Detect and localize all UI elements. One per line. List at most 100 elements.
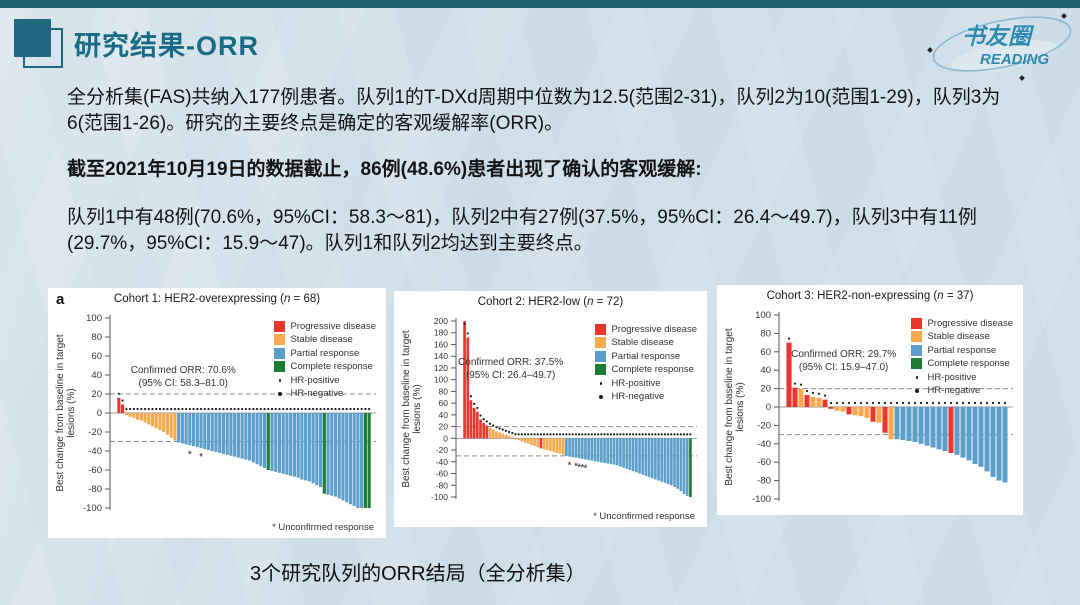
waterfall-bar bbox=[479, 419, 482, 439]
y-tick-label: -100 bbox=[431, 492, 448, 502]
waterfall-bar bbox=[504, 434, 508, 439]
waterfall-bar bbox=[482, 423, 486, 439]
hr-status-dot bbox=[799, 383, 803, 386]
y-tick-label: -40 bbox=[436, 457, 449, 467]
waterfall-bar bbox=[315, 413, 319, 486]
legend-item: Stable disease bbox=[595, 337, 697, 350]
hr-status-dot bbox=[482, 417, 485, 421]
hr-status-dot bbox=[173, 407, 176, 411]
hr-status-dot bbox=[823, 394, 827, 397]
legend-swatch-pr bbox=[911, 344, 923, 356]
hr-status-dot bbox=[949, 401, 953, 405]
unconfirmed-asterisk: * bbox=[574, 462, 578, 473]
hr-status-dot bbox=[233, 407, 236, 411]
hr-status-dot bbox=[877, 401, 881, 405]
hr-status-dot bbox=[147, 407, 150, 411]
cohort2-waterfall-chart: 200 180 160 140 120 100 80 60 40 20 0 -20 -40 -60 -80 -… bbox=[394, 291, 707, 527]
unconfirmed-asterisk: * bbox=[188, 449, 192, 460]
legend-swatch-pd bbox=[595, 323, 607, 335]
waterfall-bar bbox=[210, 413, 214, 451]
hr-status-dot bbox=[341, 407, 345, 411]
orr-annotation: Confirmed ORR: 29.7% (95% CI: 15.9–47.0) bbox=[791, 348, 896, 374]
waterfall-bar bbox=[319, 413, 323, 488]
waterfall-bar bbox=[650, 438, 654, 479]
y-tick-label: 0 bbox=[766, 402, 771, 413]
hr-status-dot bbox=[871, 401, 875, 405]
hr-status-dot bbox=[312, 407, 315, 411]
hr-status-dot bbox=[574, 433, 578, 436]
waterfall-bar bbox=[221, 413, 226, 454]
hr-status-dot bbox=[523, 433, 527, 436]
y-tick-label: 140 bbox=[434, 351, 448, 361]
hr-status-dot bbox=[495, 426, 498, 429]
hr-status-dot bbox=[278, 407, 281, 411]
waterfall-bar bbox=[876, 407, 882, 423]
waterfall-bar bbox=[514, 438, 517, 440]
unconfirmed-asterisk: * bbox=[580, 463, 584, 474]
hr-status-dot bbox=[185, 407, 188, 411]
legend-swatch-sd bbox=[911, 331, 923, 343]
hr-status-dot bbox=[979, 401, 983, 405]
y-tick-label: -60 bbox=[88, 465, 102, 476]
hr-status-dot bbox=[530, 433, 533, 436]
hr-status-dot bbox=[991, 401, 995, 405]
hr-status-dot bbox=[511, 432, 514, 435]
waterfall-bar bbox=[870, 407, 876, 422]
hr-status-dot bbox=[199, 407, 203, 411]
waterfall-bar bbox=[996, 407, 1002, 481]
waterfall-bar bbox=[472, 407, 476, 439]
y-tick-label: 20 bbox=[91, 389, 102, 400]
hr-status-dot bbox=[248, 407, 251, 411]
hr-status-dot bbox=[293, 407, 296, 411]
waterfall-bar bbox=[561, 438, 565, 455]
waterfall-bar bbox=[577, 438, 581, 459]
hr-status-dot bbox=[817, 392, 821, 395]
y-tick-label: 20 bbox=[760, 384, 771, 395]
legend-label: Stable disease bbox=[290, 334, 353, 346]
hr-status-dot bbox=[663, 433, 667, 436]
waterfall-bar bbox=[158, 413, 162, 431]
hr-status-dot bbox=[364, 407, 367, 411]
waterfall-bar bbox=[792, 387, 798, 407]
chart-legend: Progressive disease Stable disease Partial… bbox=[911, 317, 1013, 397]
waterfall-bar bbox=[184, 413, 188, 445]
y-axis-label: Best change from baseline in target lesi… bbox=[724, 328, 746, 486]
hr-status-dot bbox=[593, 433, 597, 436]
waterfall-bar bbox=[549, 438, 552, 452]
hr-dot-icon bbox=[914, 388, 920, 393]
hr-status-dot bbox=[349, 407, 352, 411]
hr-status-dot bbox=[835, 401, 839, 405]
hr-status-dot bbox=[584, 433, 587, 436]
unconfirmed-asterisk: * bbox=[577, 462, 581, 473]
hr-status-dot bbox=[214, 407, 218, 411]
legend-item: Stable disease bbox=[911, 331, 1013, 344]
hr-status-dot bbox=[285, 407, 289, 411]
waterfall-bar bbox=[165, 413, 169, 435]
orr-annotation-line2: (95% CI: 15.9–47.0) bbox=[798, 362, 889, 374]
legend-label: Partial response bbox=[611, 350, 681, 362]
waterfall-bar bbox=[463, 321, 466, 439]
legend-dot-box bbox=[274, 391, 285, 396]
hr-status-dot bbox=[682, 433, 686, 436]
hr-status-dot bbox=[651, 433, 654, 436]
hr-status-dot bbox=[670, 433, 673, 436]
hr-status-dot bbox=[565, 433, 568, 436]
waterfall-bar bbox=[930, 407, 936, 448]
hr-status-dot bbox=[485, 420, 488, 423]
waterfall-bar bbox=[596, 438, 600, 462]
hr-status-dot bbox=[597, 433, 600, 436]
hr-status-dot bbox=[473, 402, 476, 405]
waterfall-bar bbox=[647, 438, 651, 478]
panel-letter-label: a bbox=[56, 291, 65, 308]
legend-label: Complete response bbox=[927, 358, 1010, 370]
waterfall-bar bbox=[539, 438, 543, 449]
legend-swatch-pr bbox=[595, 350, 607, 362]
orr-annotation-line1: Confirmed ORR: 37.5% bbox=[458, 357, 564, 369]
hr-status-dot bbox=[865, 401, 869, 405]
waterfall-bar bbox=[307, 413, 311, 482]
waterfall-bar bbox=[846, 407, 852, 415]
hr-status-dot bbox=[527, 433, 530, 436]
waterfall-bar bbox=[501, 433, 505, 439]
hr-status-dot bbox=[319, 407, 322, 411]
